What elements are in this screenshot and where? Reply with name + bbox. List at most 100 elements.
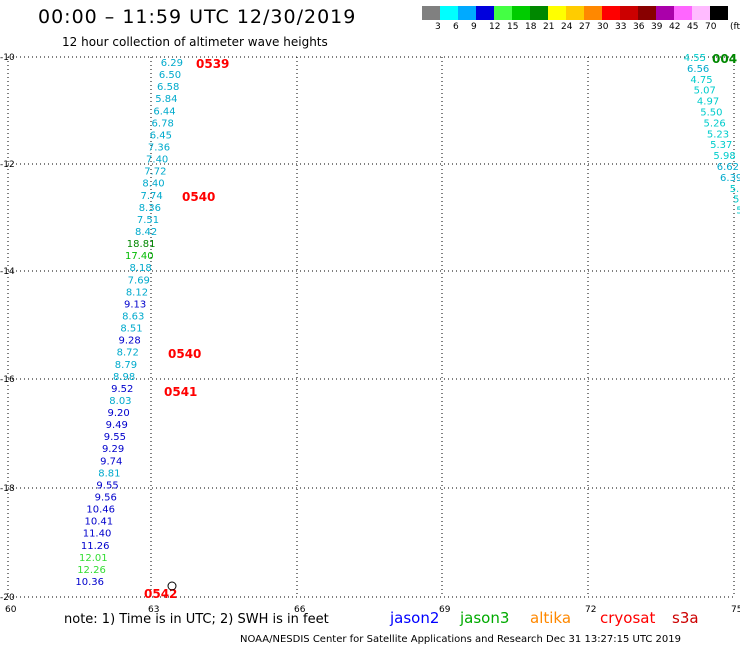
wave-height-value: 9.28 — [118, 336, 140, 347]
pass-time: 004 — [712, 52, 737, 66]
pass-time: 0542 — [144, 587, 177, 601]
wave-height-value: 11.40 — [83, 529, 112, 540]
scale-swatch — [458, 6, 476, 20]
wave-height-value: 9.49 — [106, 420, 128, 431]
scale-swatch — [548, 6, 566, 20]
wave-height-value: 5.4 — [736, 206, 740, 217]
wave-height-value: 6.39 — [720, 173, 740, 184]
satellite-jason2: jason2 — [390, 609, 440, 627]
scale-label: 15 — [507, 22, 519, 32]
wave-height-value: 6.50 — [159, 70, 181, 81]
scale-label: 3 — [435, 22, 441, 32]
scale-swatch — [422, 6, 440, 20]
wave-height-value: 11.26 — [81, 541, 110, 552]
pass-time: 0541 — [164, 385, 197, 399]
wave-height-value: 8.12 — [126, 287, 148, 298]
wave-height-value: 5.07 — [694, 86, 716, 97]
wave-height-value: 5.50 — [700, 108, 722, 119]
wave-height-value: 5.23 — [707, 129, 729, 140]
wave-height-value: 8.36 — [139, 203, 161, 214]
scale-swatch — [476, 6, 494, 20]
scale-unit: (ft) — [730, 22, 740, 32]
scale-swatch — [512, 6, 530, 20]
wave-height-value: 4.75 — [690, 75, 712, 86]
scale-label: 24 — [561, 22, 573, 32]
pass-time: 0539 — [196, 57, 229, 71]
wave-height-value: 7.69 — [128, 275, 150, 286]
map-labels: 60 63 66 69 72 75-10-12-14-16-18-206.296.506.… — [0, 52, 740, 615]
scale-label: 36 — [633, 22, 645, 32]
scale-label: 12 — [489, 22, 501, 32]
wave-height-value: 5.4 — [733, 195, 740, 206]
scale-swatch — [638, 6, 656, 20]
wave-height-value: 8.51 — [120, 324, 142, 335]
scale-label: 9 — [471, 22, 477, 32]
page-title: 00:00 – 11:59 UTC 12/30/2019 — [38, 6, 357, 28]
scale-label: 18 — [525, 22, 537, 32]
units-note: note: 1) Time is in UTC; 2) SWH is in fe… — [64, 612, 329, 627]
wave-height-value: 8.72 — [117, 348, 139, 359]
satellite-cryosat: cryosat — [600, 609, 656, 627]
scale-swatch — [620, 6, 638, 20]
wave-height-value: 9.55 — [96, 480, 118, 491]
scale-swatch — [602, 6, 620, 20]
scale-label: 39 — [651, 22, 663, 32]
wave-height-value: 8.18 — [130, 263, 152, 274]
wave-height-value: 10.46 — [86, 505, 115, 516]
wave-height-value: 7.51 — [137, 215, 159, 226]
wave-height-value: 6.56 — [687, 64, 709, 75]
lon-label: 69 — [439, 605, 451, 615]
satellite-jason3: jason3 — [460, 609, 510, 627]
scale-swatch — [530, 6, 548, 20]
wave-height-value: 6.44 — [153, 106, 175, 117]
lon-label: 72 — [585, 605, 596, 615]
wave-height-value: 4.55 — [684, 53, 706, 64]
wave-height-value: 8.40 — [142, 179, 164, 190]
footer-credit: NOAA/NESDIS Center for Satellite Applica… — [240, 634, 682, 645]
scale-label: 70 — [705, 22, 717, 32]
wave-height-value: 9.56 — [95, 493, 117, 504]
map-grid — [7, 56, 735, 598]
scale-swatch — [674, 6, 692, 20]
lat-label: -10 — [0, 53, 15, 63]
wave-height-value: 18.81 — [127, 239, 156, 250]
lon-label: 63 — [148, 605, 159, 615]
scale-swatch — [710, 6, 728, 20]
scale-label: 33 — [615, 22, 627, 32]
lat-label: -14 — [0, 267, 15, 277]
wave-height-value: 8.42 — [135, 227, 157, 238]
wave-height-value: 9.52 — [111, 384, 133, 395]
scale-label: 6 — [453, 22, 459, 32]
wave-height-value: 5.5 — [730, 184, 740, 195]
wave-height-value: 12.01 — [79, 553, 108, 564]
lat-label: -16 — [0, 375, 15, 385]
lon-label: 60 — [5, 605, 17, 615]
wave-height-value: 9.13 — [124, 299, 146, 310]
wave-height-value: 9.74 — [100, 456, 122, 467]
wave-height-value: 6.58 — [157, 82, 179, 93]
wave-height-value: 8.79 — [115, 360, 137, 371]
wave-height-value: 9.55 — [104, 432, 126, 443]
lat-label: -18 — [0, 484, 15, 494]
wave-height-value: 4.97 — [697, 97, 719, 108]
lat-label: -20 — [0, 593, 15, 603]
page-subtitle: 12 hour collection of altimeter wave hei… — [62, 35, 328, 49]
wave-height-value: 5.98 — [713, 151, 735, 162]
track-marker — [167, 581, 177, 591]
pass-time: 0540 — [168, 347, 201, 361]
wave-height-value: 9.20 — [107, 408, 129, 419]
scale-label: 42 — [669, 22, 681, 32]
lat-label: -12 — [0, 160, 15, 170]
scale-label: 45 — [687, 22, 699, 32]
wave-height-value: 10.41 — [85, 517, 114, 528]
scale-swatch — [566, 6, 584, 20]
wave-height-value: 8.98 — [113, 372, 135, 383]
wave-height-value: 12.26 — [77, 565, 106, 576]
satellite-s3a: s3a — [672, 609, 699, 627]
scale-swatch — [440, 6, 458, 20]
wave-height-value: 7.36 — [148, 142, 170, 153]
lon-label: 75 — [731, 605, 740, 615]
wave-height-value: 17.40 — [125, 251, 154, 262]
scale-label: 21 — [543, 22, 555, 32]
scale-swatch — [494, 6, 512, 20]
